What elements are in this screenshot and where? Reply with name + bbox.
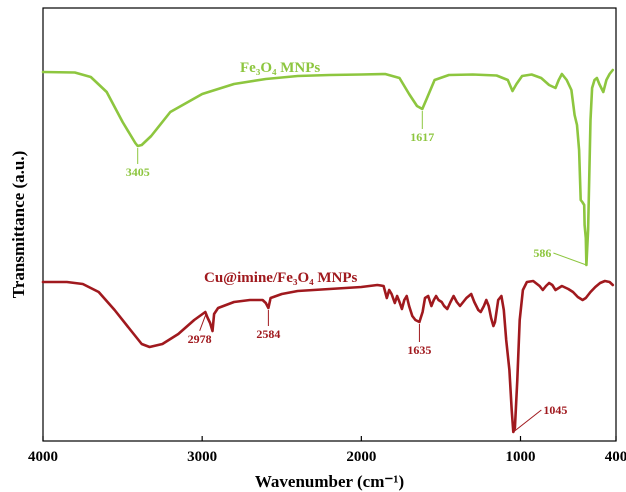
peak-label-2978: 2978 [188,332,212,346]
peak-label-3405: 3405 [126,165,150,179]
x-axis-ticks: 4000 3000 2000 1000 400 [28,436,626,465]
series-layer [41,68,615,434]
peak-label-1617: 1617 [410,130,434,144]
y-axis-title: Transmittance (a.u.) [9,151,28,298]
peak-label-1635: 1635 [407,343,431,357]
x-tick-label-2000: 2000 [346,449,376,465]
annotation-layer: 3405 1617 586 2978 2584 1635 1045 [126,111,587,433]
peak-label-1045: 1045 [543,403,567,417]
x-tick-label-400: 400 [605,449,626,465]
series-label-fe3o4: Fe₃O₄ MNPs [240,60,320,76]
plot-border [42,7,617,442]
x-tick-label-3000: 3000 [187,449,217,465]
peak-label-2584: 2584 [256,327,280,341]
x-tick-label-1000: 1000 [506,449,536,465]
series-line-0 [41,68,615,267]
peak-label-586: 586 [533,246,551,260]
peak-leader-586 [553,252,587,266]
series-line-1 [41,279,615,434]
x-tick-label-4000: 4000 [28,449,58,465]
series-label-cu-imine-fe3o4: Cu@imine/Fe₃O₄ MNPs [204,270,358,286]
plot-frame [42,7,617,442]
x-axis-title: Wavenumber (cm⁻¹) [255,472,404,491]
peak-leader-1045 [513,409,542,433]
peak-leader-2978 [199,314,207,331]
